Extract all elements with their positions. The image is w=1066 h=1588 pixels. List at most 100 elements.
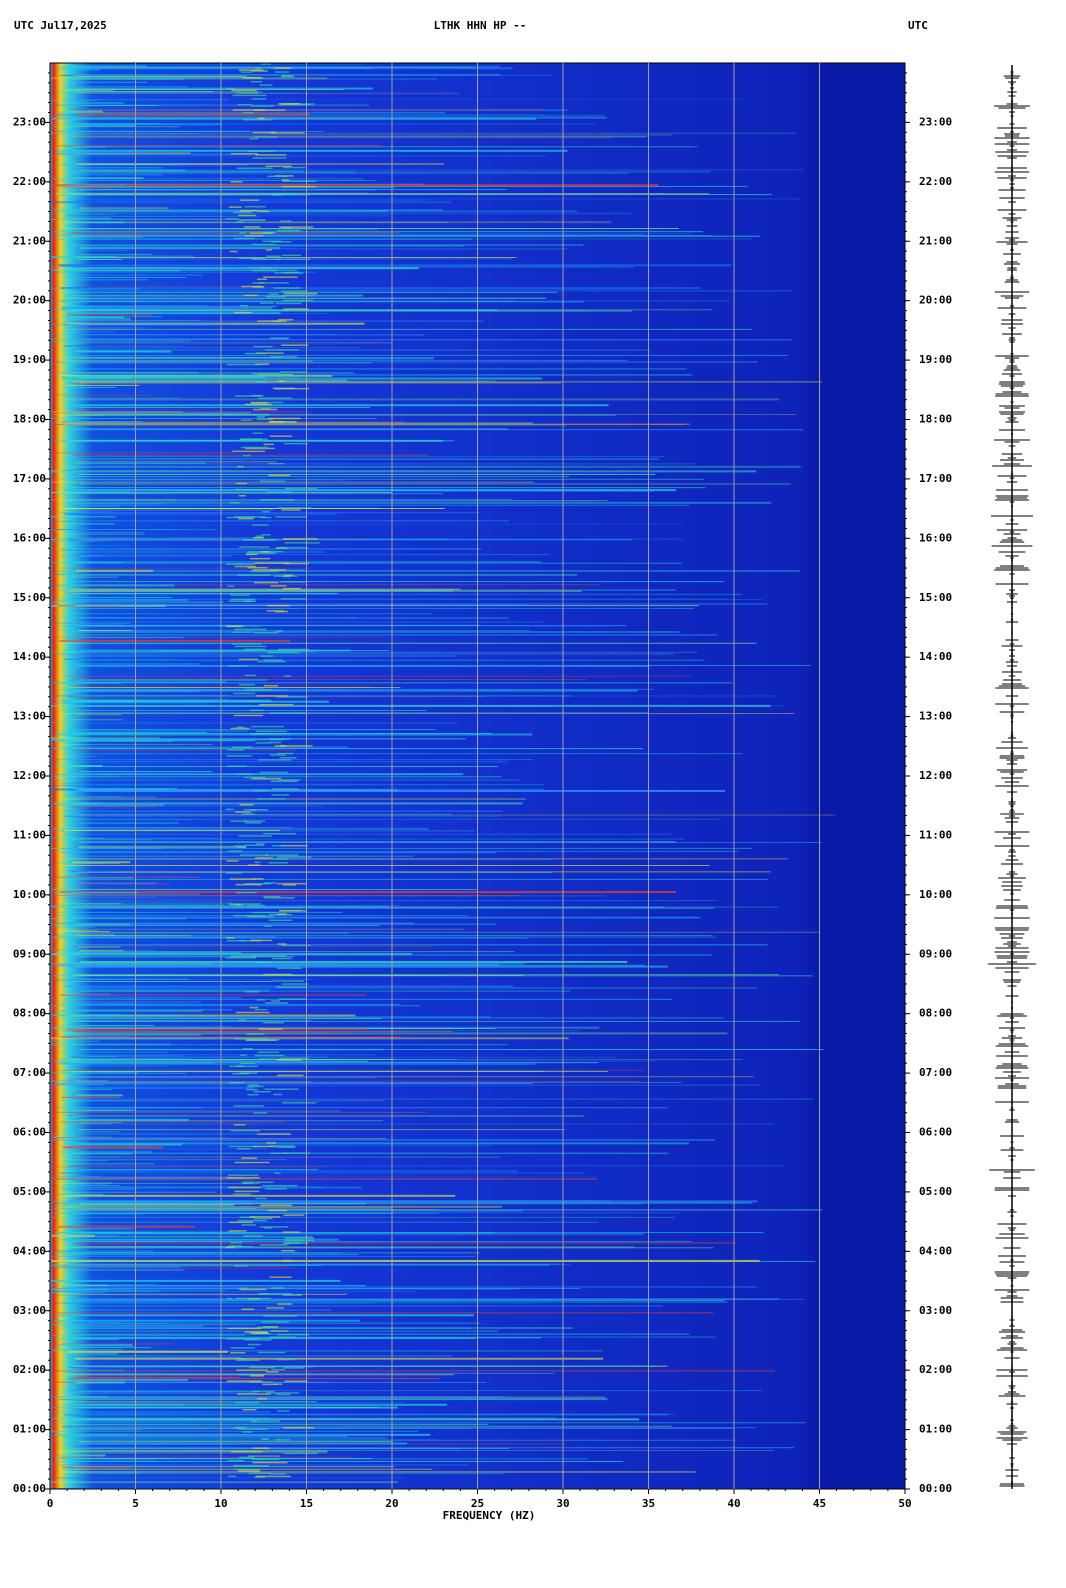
spectrogram-streak <box>69 1263 561 1265</box>
spectrogram-hotspot <box>272 980 305 982</box>
spectrogram-hotspot <box>230 598 256 601</box>
spectrogram-hotspot <box>270 356 298 358</box>
spectrogram-streak <box>56 548 482 550</box>
spectrogram-hotspot <box>238 1358 246 1360</box>
spectrogram-hotspot <box>256 1326 274 1328</box>
spectrogram-streak <box>69 859 554 861</box>
spectrogram-streak <box>58 133 201 135</box>
spectrogram-streak <box>51 539 633 541</box>
spectrogram-streak <box>72 1148 268 1150</box>
spectrogram-streak <box>76 123 222 126</box>
spectrogram-streak <box>69 491 130 493</box>
spectrogram-streak <box>69 462 206 464</box>
spectrogram-hotspot <box>232 109 266 111</box>
y-tick-label-right: 12:00 <box>919 769 952 782</box>
spectrogram-streak <box>52 1028 464 1030</box>
spectrogram-streak <box>70 1100 385 1102</box>
spectrogram-streak <box>60 848 163 850</box>
spectrogram-hotspot <box>227 1380 262 1382</box>
spectrogram-hotspot <box>254 109 286 111</box>
spectrogram-streak <box>61 663 200 665</box>
spectrogram-hotspot <box>269 754 287 756</box>
spectrogram-hotspot <box>246 552 277 554</box>
spectrogram-hotspot <box>275 302 302 305</box>
spectrogram-streak <box>75 1391 254 1393</box>
spectrogram-streak <box>71 266 247 268</box>
spectrogram-streak <box>60 1286 757 1288</box>
spectrogram-streak <box>56 630 530 632</box>
spectrogram-hotspot <box>252 1145 276 1148</box>
spectrogram-hotspot <box>237 1470 261 1472</box>
spectrogram-hotspot <box>258 282 289 284</box>
spectrogram-streak <box>58 264 732 267</box>
spectrogram-hotspot <box>279 757 297 759</box>
spectrogram-hotspot <box>279 226 314 228</box>
spectrogram-streak <box>66 1250 154 1252</box>
y-tick-label-right: 09:00 <box>919 947 952 960</box>
spectrogram-hotspot <box>241 1308 255 1311</box>
spectrogram-hotspot <box>240 71 253 73</box>
spectrogram-streak <box>61 520 510 522</box>
spectrogram-streak <box>62 1425 345 1427</box>
spectrogram-hotspot <box>281 294 313 297</box>
spectrogram-streak <box>50 736 160 739</box>
spectrogram-hotspot <box>268 1145 295 1147</box>
spectrogram-hotspot <box>243 776 266 779</box>
spectrogram-hotspot <box>270 420 284 423</box>
spectrogram-streak <box>64 379 348 382</box>
spectrogram-streak <box>50 132 796 134</box>
spectrogram-streak <box>61 1301 729 1303</box>
spectrogram-hotspot <box>228 850 243 852</box>
spectrogram-hotspot <box>226 1338 258 1340</box>
spectrogram-streak <box>64 1081 682 1083</box>
spectrogram-hotspot <box>274 71 290 73</box>
spectrogram-hotspot <box>266 1307 285 1309</box>
spectrogram-streak <box>73 152 191 154</box>
spectrogram-streak <box>67 78 438 80</box>
spectrogram-hotspot <box>245 1033 265 1035</box>
spectrogram-hotspot <box>226 87 235 90</box>
spectrogram-streak <box>64 327 147 329</box>
spectrogram-streak <box>69 1366 186 1368</box>
spectrogram-streak <box>53 1439 735 1441</box>
spectrogram-streak <box>73 838 684 840</box>
spectrogram-streak <box>63 331 116 333</box>
spectrogram-streak <box>53 1350 603 1352</box>
spectrogram-streak <box>78 1346 135 1348</box>
spectrogram-streak <box>77 900 717 902</box>
spectrogram-hotspot <box>236 891 258 894</box>
spectrogram-hotspot <box>249 137 259 140</box>
spectrogram-streak <box>62 1188 138 1190</box>
spectrogram-streak <box>76 91 263 93</box>
spectrogram-streak <box>62 1436 348 1438</box>
spectrogram-streak <box>50 847 753 849</box>
spectrogram-streak <box>64 712 650 714</box>
spectrogram-streak <box>54 740 255 742</box>
spectrogram-streak <box>68 312 281 315</box>
spectrogram-hotspot <box>254 581 279 584</box>
spectrogram-hotspot <box>235 1065 244 1067</box>
spectrogram-streak <box>70 1420 259 1422</box>
spectrogram-streak <box>68 1238 339 1241</box>
spectrogram-hotspot <box>282 538 318 540</box>
spectrogram-hotspot <box>230 1241 243 1244</box>
spectrogram-hotspot <box>260 771 289 774</box>
spectrogram-hotspot <box>257 320 287 322</box>
spectrogram-streak <box>55 234 645 236</box>
spectrogram-streak <box>58 1016 491 1018</box>
spectrogram-streak <box>73 1327 574 1329</box>
spectrogram-streak <box>79 504 121 507</box>
spectrogram-streak <box>58 1322 481 1324</box>
spectrogram-streak <box>61 1089 113 1091</box>
spectrogram-streak <box>53 1396 506 1398</box>
spectrogram-streak <box>76 935 191 937</box>
spectrogram-streak <box>71 902 233 904</box>
spectrogram-streak <box>70 81 147 83</box>
spectrogram-streak <box>77 374 693 376</box>
spectrogram-streak <box>74 931 821 933</box>
spectrogram-hotspot <box>230 594 250 596</box>
spectrogram-streak <box>51 541 96 543</box>
spectrogram-hotspot <box>277 913 287 915</box>
spectrogram-streak <box>53 1084 761 1086</box>
spectrogram-hotspot <box>239 1456 255 1459</box>
